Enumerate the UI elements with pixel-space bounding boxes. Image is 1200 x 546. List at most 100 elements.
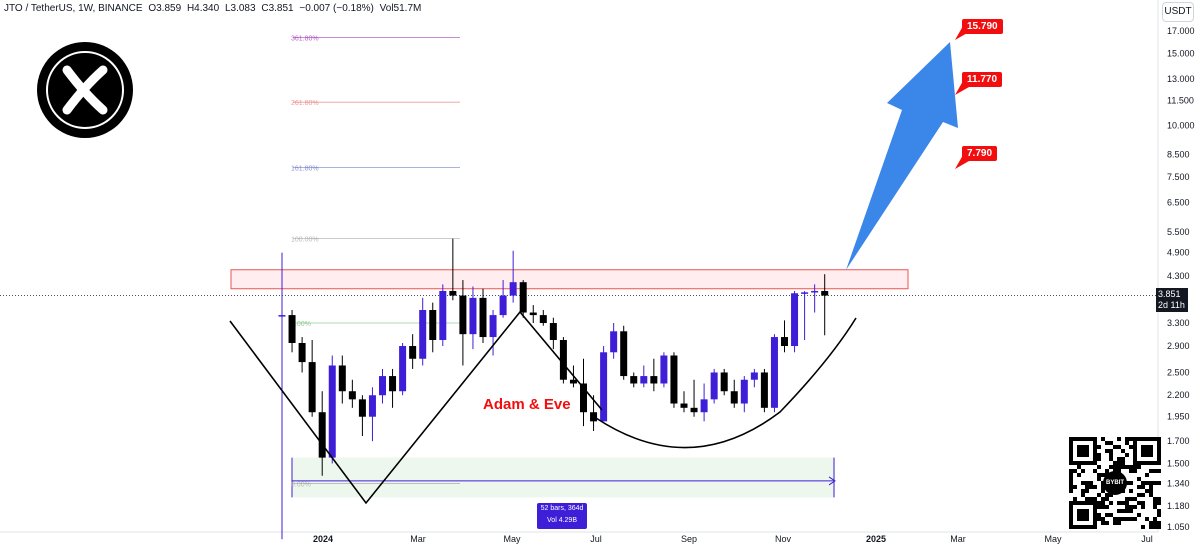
qr-module [1117,457,1121,461]
qr-module [1113,461,1117,465]
fib-level-label: 100.00% [291,237,319,244]
candle [318,391,326,476]
qr-module [1137,513,1141,517]
qr-module [1097,501,1101,505]
candle-body [610,331,618,353]
candle [419,297,427,366]
qr-module [1133,517,1137,521]
qr-module [1097,465,1101,469]
y-tick-label: 2.200 [1167,390,1190,400]
qr-module [1069,473,1073,477]
y-tick-label: 8.500 [1167,149,1190,159]
qr-module [1157,509,1161,513]
candle-body [328,365,336,458]
candle-body [539,315,547,324]
qr-module [1125,481,1129,485]
candle [630,372,638,388]
qr-module [1125,497,1129,501]
qr-module [1141,525,1145,529]
candle-body [590,412,598,422]
candle-body [559,339,567,380]
close-value: C3.851 [261,3,294,14]
qr-module [1153,481,1157,485]
candle [781,320,788,353]
qr-module [1157,513,1161,517]
qr-module [1129,517,1133,521]
qr-module [1077,445,1089,457]
candle-body [791,293,799,347]
candle-body [389,376,397,392]
candle [499,280,507,318]
qr-module [1133,505,1137,509]
qr-module [1097,505,1101,509]
candle [610,323,618,359]
x-axis-ticks: 2024 Mar May Jul Sep Nov 2025 Mar May Jul [313,534,1153,544]
qr-module [1105,497,1109,501]
candle [740,376,748,413]
change-value: −0.007 (−0.18%) [299,3,374,14]
qr-module [1109,513,1113,517]
qr-module [1137,501,1141,505]
qr-module [1157,525,1161,529]
qr-module [1109,453,1113,457]
qr-module [1153,497,1157,501]
candle [338,355,346,404]
qr-module [1149,525,1153,529]
candle [379,368,386,404]
candle-body [318,412,326,458]
qr-module [1081,481,1085,485]
qr-module [1101,497,1105,501]
measure-info-box: 52 bars, 364d Vol 4.29B [537,503,587,529]
candle [368,387,376,442]
bybit-qr-code: BYBIT [1069,437,1161,529]
candle [730,379,738,408]
candle-body [770,337,778,408]
candle [469,286,477,350]
currency-button[interactable]: USDT [1162,2,1194,22]
qr-module [1069,481,1073,485]
qr-module [1153,469,1157,473]
qr-module [1109,457,1113,461]
qr-module [1153,521,1157,525]
fibonacci-levels: 361.80% 261.80% 161.80% 100.00% 0.00% 0.00% [291,35,460,489]
qr-module [1129,445,1133,449]
measure-arrowhead [828,476,836,486]
qr-module [1097,453,1101,457]
candle-body [338,365,346,392]
candle-body [399,346,407,392]
target-label-2: 11.770 [962,72,1003,87]
candle [680,391,688,413]
qr-module [1129,481,1133,485]
qr-module [1129,469,1133,473]
candle [750,368,758,388]
candle-body [640,376,648,384]
qr-module [1069,485,1073,489]
fib-level-label: 0.00% [291,321,311,328]
candle [801,290,809,340]
candle [489,310,497,356]
qr-module [1093,497,1097,501]
qr-module [1073,485,1077,489]
qr-module [1109,501,1113,505]
qr-module [1101,437,1105,441]
candle-body [449,290,457,296]
y-tick-label: 3.300 [1167,318,1190,328]
qr-module [1085,481,1089,485]
y-tick-label: 1.500 [1167,458,1190,468]
candle [590,395,598,431]
symbol-title[interactable]: JTO / TetherUS, 1W, BINANCE [4,3,143,14]
candle-body [519,282,527,313]
qr-module [1153,517,1157,521]
candle [529,305,537,324]
qr-module [1141,501,1145,505]
candle-body [379,376,386,396]
qr-module [1081,493,1085,497]
last-price-value: 3.851 [1158,289,1181,299]
qr-module [1073,469,1077,473]
qr-module [1133,497,1137,501]
candle-body [469,297,477,335]
qr-module [1125,509,1129,513]
y-tick-label: 1.050 [1167,522,1190,532]
qr-module [1157,497,1161,501]
